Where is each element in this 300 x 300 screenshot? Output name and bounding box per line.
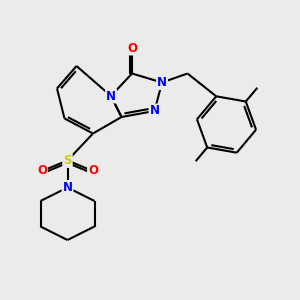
Text: O: O — [88, 164, 98, 178]
Text: N: N — [106, 89, 116, 103]
Text: N: N — [62, 181, 73, 194]
Text: N: N — [149, 104, 160, 118]
Text: S: S — [63, 154, 72, 167]
Text: N: N — [157, 76, 167, 89]
Text: O: O — [37, 164, 47, 178]
Text: O: O — [127, 41, 137, 55]
